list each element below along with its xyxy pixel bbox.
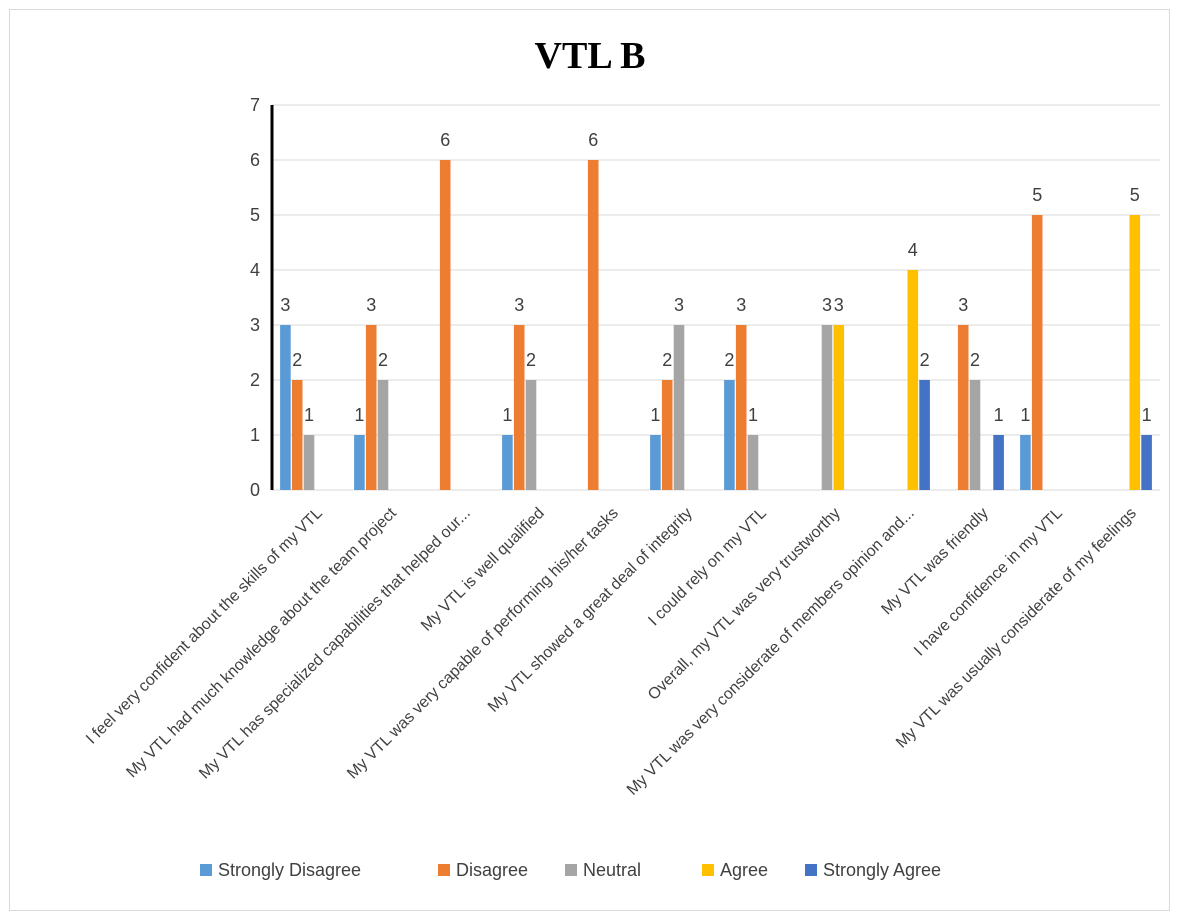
data-label: 3 xyxy=(736,295,746,315)
bars xyxy=(280,160,1152,490)
legend-swatch xyxy=(438,864,450,876)
data-label: 5 xyxy=(1032,185,1042,205)
data-label: 2 xyxy=(724,350,734,370)
data-label: 1 xyxy=(748,405,758,425)
y-tick-label: 4 xyxy=(250,260,260,280)
bar xyxy=(354,435,365,490)
legend: Strongly Disagree Disagree Neutral Agree Str… xyxy=(200,860,941,880)
data-label: 6 xyxy=(440,130,450,150)
legend-entry: Strongly Disagree xyxy=(218,860,361,880)
bar xyxy=(525,380,537,490)
y-tick-label: 5 xyxy=(250,205,260,225)
bar xyxy=(747,435,759,490)
gridlines xyxy=(272,104,1160,491)
chart-title: VTL B xyxy=(535,35,646,77)
legend-swatch xyxy=(565,864,577,876)
data-label: 3 xyxy=(366,295,376,315)
data-label: 1 xyxy=(304,405,314,425)
data-label: 1 xyxy=(354,405,364,425)
bar xyxy=(280,325,291,490)
data-label: 2 xyxy=(526,350,536,370)
legend-swatch xyxy=(805,864,817,876)
bar xyxy=(365,325,377,490)
y-tick-label: 0 xyxy=(250,480,260,500)
data-label: 2 xyxy=(970,350,980,370)
legend-entry: Disagree xyxy=(456,860,528,880)
bar xyxy=(661,380,673,490)
bar xyxy=(833,325,845,490)
bar xyxy=(993,435,1004,490)
legend-swatch xyxy=(200,864,212,876)
bar xyxy=(303,435,315,490)
bar xyxy=(969,380,981,490)
bar xyxy=(502,435,513,490)
data-label: 2 xyxy=(378,350,388,370)
y-tick-label: 2 xyxy=(250,370,260,390)
data-label: 3 xyxy=(674,295,684,315)
bar xyxy=(1020,435,1031,490)
legend-entry: Agree xyxy=(720,860,768,880)
bar xyxy=(1129,215,1141,490)
bar xyxy=(821,325,833,490)
bar xyxy=(1141,435,1152,490)
data-label: 2 xyxy=(920,350,930,370)
bar xyxy=(377,380,389,490)
data-label: 1 xyxy=(502,405,512,425)
data-label: 1 xyxy=(650,405,660,425)
category-label: My VTL is well qualified xyxy=(418,505,548,635)
bar xyxy=(439,160,451,490)
bar xyxy=(291,380,303,490)
bar xyxy=(735,325,747,490)
legend-entry: Neutral xyxy=(583,860,641,880)
legend-swatch xyxy=(702,864,714,876)
category-label: My VTL was very considerate of members o… xyxy=(624,505,918,799)
data-label: 1 xyxy=(1020,405,1030,425)
y-axis: 0 1 2 3 4 5 6 7 xyxy=(250,95,274,500)
y-tick-label: 3 xyxy=(250,315,260,335)
data-label: 3 xyxy=(834,295,844,315)
data-label: 3 xyxy=(822,295,832,315)
legend-entry: Strongly Agree xyxy=(823,860,941,880)
data-label: 1 xyxy=(1142,405,1152,425)
bar xyxy=(673,325,685,490)
bar xyxy=(587,160,599,490)
bar xyxy=(919,380,930,490)
y-tick-label: 6 xyxy=(250,150,260,170)
bar xyxy=(957,325,969,490)
x-axis: I feel very confident about the skills o… xyxy=(83,504,1140,798)
data-label: 6 xyxy=(588,130,598,150)
data-label: 2 xyxy=(662,350,672,370)
y-tick-label: 7 xyxy=(250,95,260,115)
data-label: 3 xyxy=(280,295,290,315)
bar xyxy=(724,380,735,490)
data-label: 4 xyxy=(908,240,918,260)
data-label: 5 xyxy=(1130,185,1140,205)
bar xyxy=(650,435,661,490)
y-tick-label: 1 xyxy=(250,425,260,445)
data-label: 2 xyxy=(292,350,302,370)
data-label: 1 xyxy=(994,405,1004,425)
bar xyxy=(907,270,919,490)
data-label: 3 xyxy=(514,295,524,315)
bar xyxy=(513,325,525,490)
category-label: My VTL was very capable of performing hi… xyxy=(344,505,622,783)
category-label: My VTL has specialized capabilities that… xyxy=(196,505,474,783)
category-label: I have confidence in my VTL xyxy=(911,505,1066,660)
category-label: My VTL had much knowledge about the team… xyxy=(123,504,400,781)
data-label: 3 xyxy=(958,295,968,315)
bar xyxy=(1031,215,1043,490)
